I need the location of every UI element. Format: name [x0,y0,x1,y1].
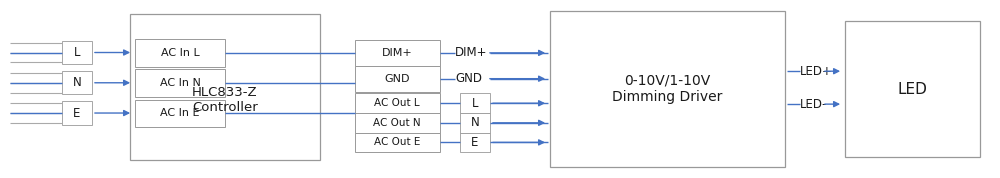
Text: GND: GND [384,74,410,84]
Text: N: N [73,76,81,89]
Bar [130,14,320,160]
Bar [355,40,440,66]
Text: AC Out L: AC Out L [374,98,420,108]
Text: E: E [73,106,81,120]
Bar [62,101,92,125]
Text: DIM+: DIM+ [455,46,488,59]
Bar [135,100,225,127]
Bar [355,66,440,92]
Bar [460,133,490,152]
Bar [460,93,490,113]
Text: L: L [74,46,80,59]
Text: AC In E: AC In E [160,108,200,118]
Text: AC Out E: AC Out E [374,137,420,147]
Text: AC In L: AC In L [161,48,199,58]
Text: L: L [472,97,478,110]
Text: E: E [471,136,479,149]
Text: GND: GND [455,72,482,85]
Bar [355,113,440,133]
Bar [550,11,785,167]
Text: AC In N: AC In N [160,78,200,88]
Text: LED+: LED+ [800,65,833,78]
Text: LED-: LED- [800,98,827,111]
Text: HLC833-Z
Controller: HLC833-Z Controller [192,86,258,114]
Bar [62,71,92,94]
Bar [135,39,225,67]
Text: N: N [471,116,479,129]
Text: 0-10V/1-10V
Dimming Driver: 0-10V/1-10V Dimming Driver [612,74,722,104]
Bar [460,113,490,133]
Bar [355,133,440,152]
Bar [135,69,225,97]
Text: DIM+: DIM+ [382,48,412,58]
Bar [355,93,440,113]
Bar [62,41,92,64]
Bar [845,21,980,157]
Text: AC Out N: AC Out N [373,118,421,128]
Text: LED: LED [897,82,927,96]
